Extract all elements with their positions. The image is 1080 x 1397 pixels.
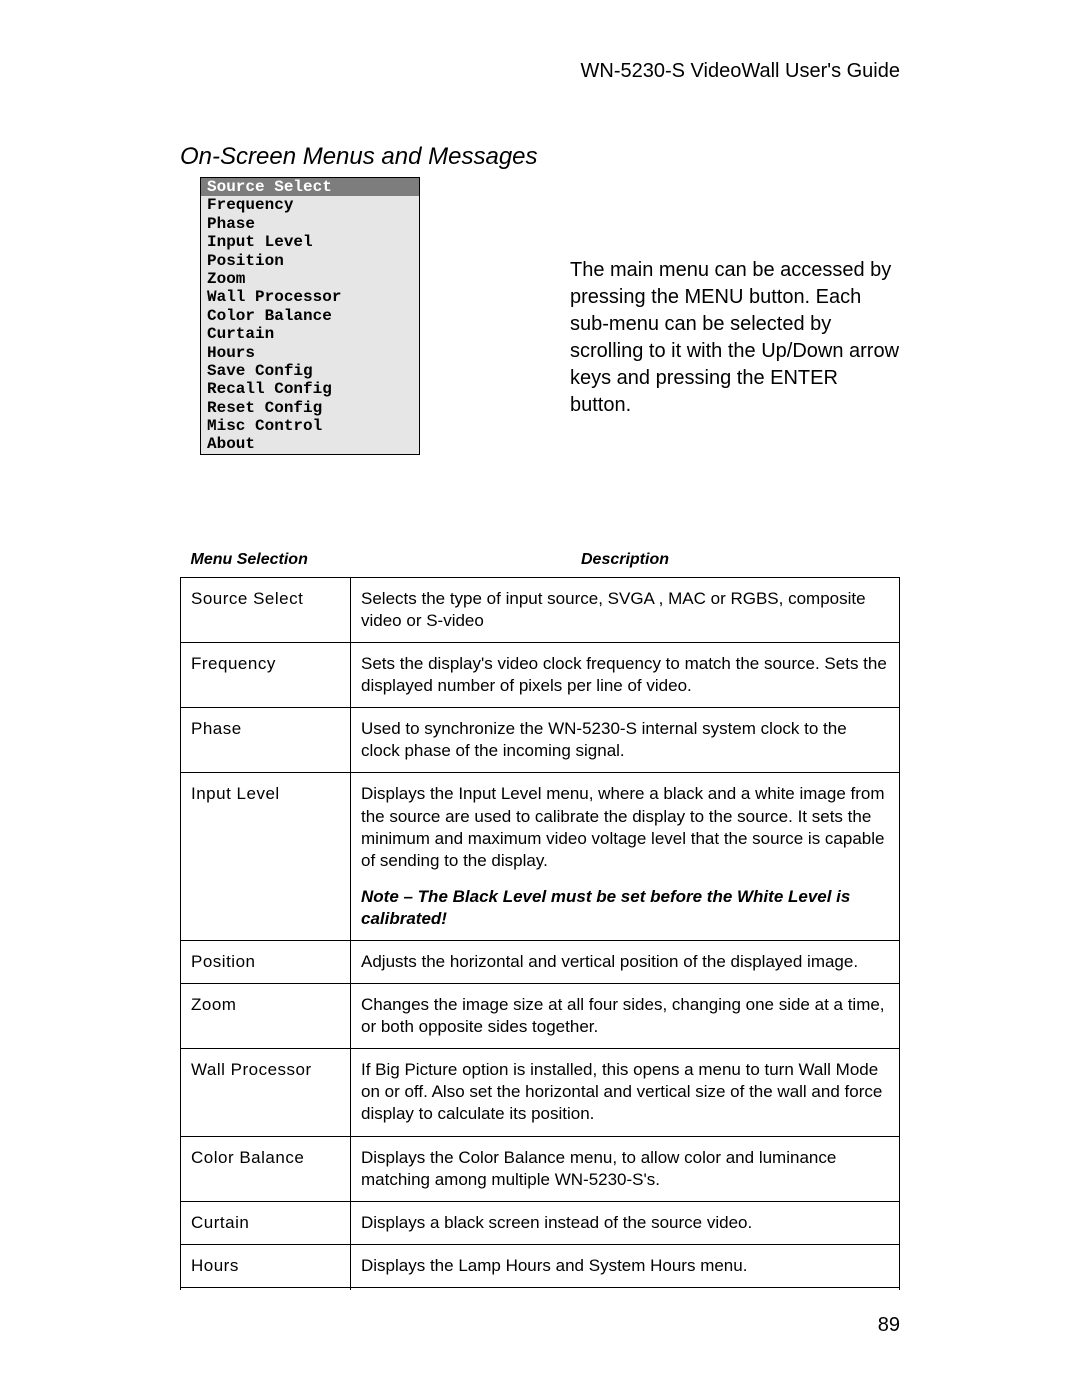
table-row: Frequency Sets the display's video clock… [181,643,900,708]
table-cell-menu: Zoom [181,984,351,1049]
osd-menu-item-source-select: Source Select [201,178,419,196]
table-cell-desc: Changes the image size at all four sides… [351,984,900,1049]
osd-menu-item-curtain: Curtain [201,325,419,343]
osd-menu-item-recall-config: Recall Config [201,380,419,398]
osd-menu-box: Source Select Frequency Phase Input Leve… [200,177,420,455]
table-row: Source Select Selects the type of input … [181,577,900,642]
table-cell-desc: Displays the Lamp Hours and System Hours… [351,1244,900,1287]
table-cell-menu: Phase [181,708,351,773]
osd-menu-item-misc-control: Misc Control [201,417,419,435]
osd-menu-item-wall-processor: Wall Processor [201,288,419,306]
section-title: On-Screen Menus and Messages [180,143,900,171]
document-title: WN-5230-S VideoWall User's Guide [581,60,901,82]
osd-menu-item-input-level: Input Level [201,233,419,251]
table-row: Wall Processor If Big Picture option is … [181,1049,900,1136]
osd-menu-item-reset-config: Reset Config [201,399,419,417]
table-cell-desc-text: Displays the Input Level menu, where a b… [361,784,885,869]
table-row: Curtain Displays a black screen instead … [181,1201,900,1244]
table-row: Phase Used to synchronize the WN-5230-S … [181,708,900,773]
document-header: WN-5230-S VideoWall User's Guide [180,60,900,83]
table-cell-menu: Color Balance [181,1136,351,1201]
table-cell-desc: Used to synchronize the WN-5230-S intern… [351,708,900,773]
table-header-menu-selection: Menu Selection [181,545,351,578]
table-cell-menu: Wall Processor [181,1049,351,1136]
intro-row: Source Select Frequency Phase Input Leve… [180,177,900,455]
menu-description-table-wrapper: Menu Selection Description Source Select… [180,545,900,1290]
table-row: Color Balance Displays the Color Balance… [181,1136,900,1201]
table-cell-note: Note – The Black Level must be set befor… [361,886,889,930]
table-row: Save Config Saves the configuration for … [181,1287,900,1289]
table-cell-menu: Position [181,940,351,983]
table-cell-desc: Adjusts the horizontal and vertical posi… [351,940,900,983]
intro-paragraph: The main menu can be accessed by pressin… [570,257,900,419]
table-cell-desc: Displays the Color Balance menu, to allo… [351,1136,900,1201]
table-cell-menu: Frequency [181,643,351,708]
osd-menu-item-about: About [201,435,419,453]
table-cell-menu: Save Config [181,1287,351,1289]
menu-description-table: Menu Selection Description Source Select… [180,545,900,1290]
page-number: 89 [878,1314,900,1337]
table-row: Input Level Displays the Input Level men… [181,773,900,941]
osd-menu-item-hours: Hours [201,344,419,362]
table-cell-desc: Displays a black screen instead of the s… [351,1201,900,1244]
osd-menu-item-color-balance: Color Balance [201,307,419,325]
osd-menu-item-frequency: Frequency [201,196,419,214]
osd-menu-item-save-config: Save Config [201,362,419,380]
table-cell-menu: Source Select [181,577,351,642]
table-header-description: Description [351,545,900,578]
table-cell-desc: Saves the configuration for each video-i… [351,1287,900,1289]
osd-menu-item-position: Position [201,252,419,270]
table-cell-menu: Hours [181,1244,351,1287]
table-cell-desc: Selects the type of input source, SVGA ,… [351,577,900,642]
table-cell-menu: Curtain [181,1201,351,1244]
document-page: WN-5230-S VideoWall User's Guide On-Scre… [0,0,1080,1397]
osd-menu-item-zoom: Zoom [201,270,419,288]
table-cell-desc: Sets the display's video clock frequency… [351,643,900,708]
table-cell-desc: If Big Picture option is installed, this… [351,1049,900,1136]
table-cell-desc: Displays the Input Level menu, where a b… [351,773,900,941]
table-row: Hours Displays the Lamp Hours and System… [181,1244,900,1287]
osd-menu-item-phase: Phase [201,215,419,233]
table-cell-menu: Input Level [181,773,351,941]
table-row: Zoom Changes the image size at all four … [181,984,900,1049]
table-row: Position Adjusts the horizontal and vert… [181,940,900,983]
